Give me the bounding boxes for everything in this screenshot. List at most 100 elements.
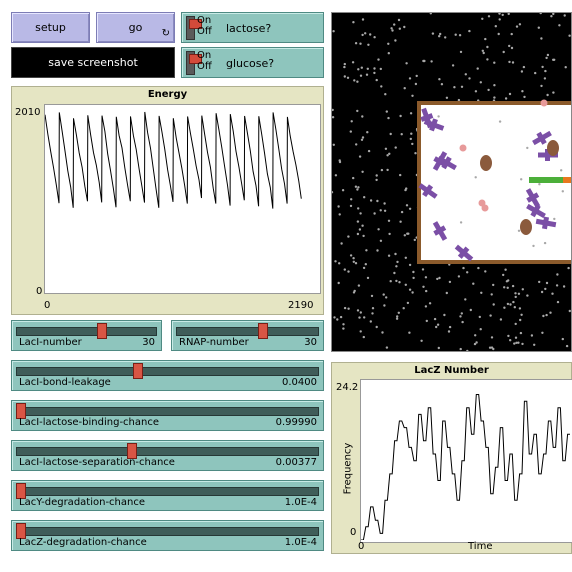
glucose-switch[interactable]: On Off glucose?	[181, 47, 324, 78]
switch-knob[interactable]	[189, 19, 202, 29]
world-view-canvas[interactable]	[332, 13, 571, 351]
lactose-molecule	[398, 281, 401, 284]
slider-rail[interactable]	[16, 527, 319, 536]
slider-thumb[interactable]	[16, 523, 26, 539]
lactose-molecule	[546, 93, 549, 97]
lactose-molecule	[541, 65, 544, 69]
lactose-molecule	[367, 43, 370, 46]
slider-value: 0.00377	[275, 457, 317, 468]
lactose-molecule	[383, 209, 387, 212]
lactose-molecule	[371, 307, 375, 310]
lactose-molecule	[560, 169, 563, 172]
lactose-molecule	[339, 315, 343, 319]
rnap-number-slider[interactable]: RNAP-number 30	[171, 320, 324, 351]
lactose-molecule	[492, 303, 495, 306]
slider-name: LacI-lactose-binding-chance	[19, 417, 160, 428]
lactose-molecule	[373, 212, 376, 215]
lactose-molecule	[361, 224, 364, 227]
lacy-degradation-chance-slider[interactable]: LacY-degradation-chance 1.0E-4	[11, 480, 324, 511]
lactose-molecule	[514, 336, 518, 339]
lactose-molecule	[501, 13, 504, 17]
switch-track	[186, 16, 202, 40]
lactose-molecule	[381, 331, 384, 334]
laci-bond-leakage-slider[interactable]: LacI-bond-leakage 0.0400	[11, 360, 324, 391]
lactose-molecule	[488, 346, 492, 349]
slider-rail[interactable]	[16, 487, 319, 496]
slider-rail[interactable]	[16, 327, 157, 336]
slider-thumb[interactable]	[97, 323, 108, 339]
lactose-molecule	[360, 66, 363, 69]
slider-rail[interactable]	[16, 367, 319, 376]
slider-thumb[interactable]	[127, 443, 138, 459]
lactose-molecule	[448, 280, 452, 284]
lactose-molecule	[476, 67, 479, 70]
lactose-molecule	[350, 198, 353, 201]
slider-value: 30	[304, 337, 317, 348]
lactose-molecule	[353, 79, 356, 82]
laci-lactose-separation-chance-slider[interactable]: LacI-lactose-separation-chance 0.00377	[11, 440, 324, 471]
go-button[interactable]: go ↻	[96, 12, 175, 43]
lactose-molecule	[406, 301, 410, 305]
slider-thumb[interactable]	[16, 403, 26, 419]
laci-protein	[437, 155, 457, 171]
setup-button[interactable]: setup	[11, 12, 90, 43]
lactose-molecule	[343, 306, 347, 310]
setup-button-label: setup	[35, 21, 66, 34]
lactose-molecule	[366, 131, 369, 134]
lactose-molecule	[356, 188, 359, 191]
lactose-switch[interactable]: On Off lactose?	[181, 12, 324, 43]
lactose-molecule	[424, 305, 428, 308]
lactose-molecule	[552, 58, 555, 61]
lactose-molecule	[343, 65, 346, 69]
lactose-molecule	[520, 70, 524, 73]
slider-thumb[interactable]	[258, 323, 269, 339]
lactose-molecule	[435, 325, 438, 329]
lactose-molecule	[507, 13, 510, 16]
lactose-molecule	[541, 331, 544, 334]
laci-number-slider[interactable]: LacI-number 30	[11, 320, 162, 351]
lacz-number-plot: LacZ Number 24.2 0 0 Time Frequency	[331, 362, 572, 554]
lacz-degradation-chance-slider[interactable]: LacZ-degradation-chance 1.0E-4	[11, 520, 324, 551]
lactose-molecule	[352, 260, 355, 263]
lactose-molecule	[361, 18, 365, 21]
slider-rail[interactable]	[16, 407, 319, 416]
lactose-molecule	[352, 176, 355, 180]
lactose-molecule	[487, 88, 490, 92]
lactose-molecule	[517, 292, 521, 295]
lactose-molecule	[459, 347, 462, 351]
lactose-molecule	[436, 323, 440, 326]
switch-on-label: On	[197, 15, 212, 26]
lactose-molecule	[540, 84, 543, 88]
lactose-molecule	[521, 90, 524, 93]
save-screenshot-button[interactable]: save screenshot	[11, 47, 175, 78]
lactose-molecule	[533, 343, 536, 346]
lactose-molecule	[477, 266, 480, 270]
lactose-molecule	[386, 154, 389, 157]
slider-thumb[interactable]	[16, 483, 26, 499]
lactose-molecule	[539, 13, 542, 15]
slider-rail[interactable]	[16, 447, 319, 456]
lactose-molecule	[506, 286, 509, 289]
slider-rail[interactable]	[176, 327, 319, 336]
world-view[interactable]	[331, 12, 572, 352]
lactose-molecule	[448, 325, 452, 329]
lactose-molecule	[461, 320, 464, 324]
lactose-molecule	[481, 17, 484, 20]
lactose-molecule	[358, 228, 362, 231]
lactose-molecule	[478, 315, 481, 319]
lactose-molecule	[373, 67, 376, 70]
switch-knob[interactable]	[189, 54, 202, 64]
lactose-molecule	[343, 75, 346, 78]
lactose-molecule	[490, 346, 494, 349]
lactose-molecule	[562, 285, 566, 288]
lactose-molecule	[510, 32, 513, 36]
lactose-molecule	[493, 96, 496, 99]
lactose-molecule	[336, 318, 339, 321]
laci-lactose-binding-chance-slider[interactable]: LacI-lactose-binding-chance 0.99990	[11, 400, 324, 431]
lactose-molecule	[494, 25, 497, 28]
slider-thumb[interactable]	[133, 363, 144, 379]
lactose-molecule	[544, 69, 547, 73]
lactose-molecule	[555, 284, 559, 287]
lactose-molecule	[464, 73, 467, 76]
lactose-molecule	[423, 59, 426, 63]
